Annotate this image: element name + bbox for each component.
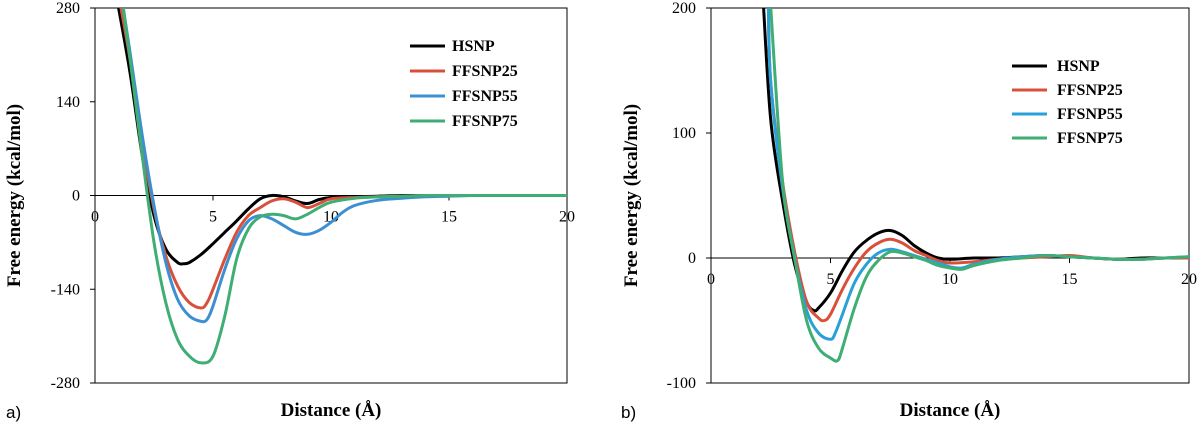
x-tick-label: 5 [209, 209, 217, 226]
x-tick-label: 0 [91, 209, 99, 226]
panel-label: b) [621, 403, 636, 422]
legend-label: FFSNP25 [1057, 82, 1123, 99]
x-tick-label: 10 [942, 271, 958, 288]
x-tick-label: 20 [559, 209, 575, 226]
chart-panel-a: 280 140 0 -140 -280 0 5 10 15 20 HSNP FFSNP25 FFSNP5… [4, 0, 575, 422]
series-line-ffsnp55 [121, 8, 567, 324]
series-line-ffsnp75 [121, 8, 567, 365]
y-tick-label: 100 [672, 125, 696, 142]
y-axis-title: Free energy (kcal/mol) [4, 104, 25, 287]
series-line-ffsnp75 [769, 8, 1189, 363]
y-tick-label: -280 [51, 375, 80, 392]
y-tick-label: 280 [56, 0, 80, 17]
legend: HSNP FFSNP25 FFSNP55 FFSNP75 [410, 38, 518, 130]
legend-label: HSNP [452, 38, 495, 55]
legend-label: HSNP [1057, 58, 1100, 75]
legend-label: FFSNP55 [452, 88, 518, 105]
x-tick-label: 20 [1181, 271, 1197, 288]
y-tick-label: 0 [72, 188, 80, 205]
x-tick-label: 0 [707, 271, 715, 288]
legend: HSNP FFSNP25 FFSNP55 FFSNP75 [1012, 58, 1123, 147]
chart-panel-b: 200 100 0 -100 0 5 10 15 20 HSNP FFSNP25 FFSNP55 FFS… [621, 0, 1197, 422]
legend-label: FFSNP25 [452, 63, 518, 80]
y-tick-label: -140 [51, 281, 80, 298]
x-axis-title: Distance (Å) [900, 400, 1001, 421]
y-tick-label: 200 [672, 0, 696, 17]
legend-label: FFSNP75 [452, 113, 518, 130]
panel-label: a) [6, 403, 21, 422]
x-tick-label: 15 [441, 209, 457, 226]
x-tick-label: 10 [323, 209, 339, 226]
x-tick-label: 5 [827, 271, 835, 288]
x-tick-label: 15 [1062, 271, 1078, 288]
y-axis-title: Free energy (kcal/mol) [621, 104, 642, 287]
y-tick-label: 0 [688, 250, 696, 267]
plot-frame [710, 7, 1190, 384]
y-tick-label: -100 [667, 375, 696, 392]
legend-label: FFSNP75 [1057, 130, 1123, 147]
y-tick-label: 140 [56, 94, 80, 111]
series-line-hsnp [117, 8, 567, 266]
legend-label: FFSNP55 [1057, 106, 1123, 123]
x-axis-title: Distance (Å) [281, 400, 382, 421]
